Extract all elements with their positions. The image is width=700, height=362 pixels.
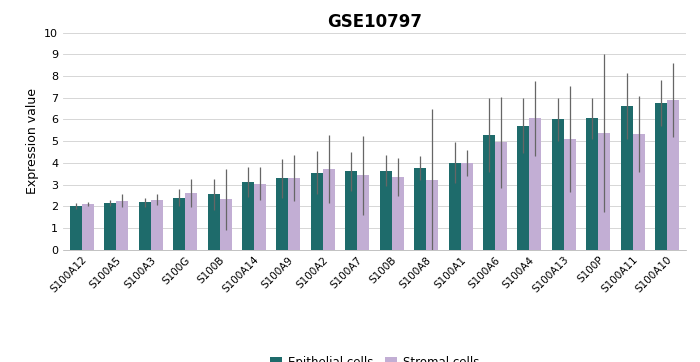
Bar [276,178,288,250]
Bar [104,203,116,250]
Bar [392,177,404,250]
Bar [621,106,633,250]
Bar [529,118,541,250]
Bar [449,163,461,250]
Bar [426,180,438,250]
Bar [483,135,495,250]
Bar [517,126,529,250]
Bar [667,100,679,250]
Bar [116,201,128,250]
Bar [70,206,82,250]
Bar [323,169,335,250]
Bar [357,176,370,250]
Bar [186,193,197,250]
Bar [82,204,94,250]
Bar [242,182,254,250]
Bar [564,139,576,250]
Bar [598,133,610,250]
Bar [208,194,220,250]
Bar [288,178,300,250]
Bar [345,171,357,250]
Bar [633,134,645,250]
Bar [414,168,426,250]
Bar [173,198,186,250]
Bar [150,200,163,250]
Bar [461,163,473,250]
Bar [379,171,392,250]
Bar [311,173,323,250]
Bar [552,119,564,250]
Bar [655,103,667,250]
Bar [139,202,150,250]
Bar [254,184,266,250]
Title: GSE10797: GSE10797 [327,13,422,31]
Y-axis label: Expression value: Expression value [26,88,38,194]
Bar [495,142,507,250]
Bar [586,118,598,250]
Legend: Epithelial cells, Stromal cells: Epithelial cells, Stromal cells [265,352,484,362]
Bar [220,199,232,250]
